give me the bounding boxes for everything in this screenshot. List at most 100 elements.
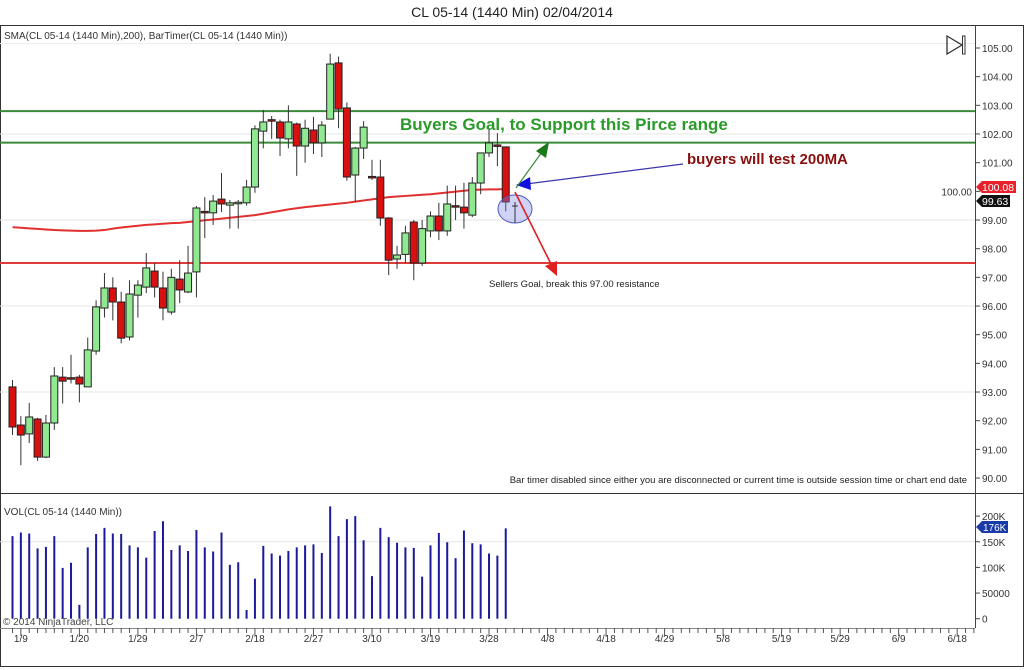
candle-body xyxy=(225,202,234,206)
candle xyxy=(292,122,301,176)
candle-body xyxy=(117,301,126,339)
volume-indicator-label: VOL(CL 05-14 (1440 Min)) xyxy=(4,507,122,518)
candle-body xyxy=(359,126,368,149)
last-price-tag: 99.63 xyxy=(976,195,1010,208)
candle xyxy=(8,379,17,436)
blue-arrow-line xyxy=(525,163,684,185)
candle xyxy=(459,182,468,229)
green-arrow-line xyxy=(515,151,543,189)
candle xyxy=(276,119,285,157)
candle-body xyxy=(334,62,343,110)
candle xyxy=(33,417,42,461)
candle-body xyxy=(209,200,218,214)
candle xyxy=(317,121,326,157)
price-tick-label: 93.00 xyxy=(982,388,1007,399)
candle-body xyxy=(50,375,59,424)
volume-tick-label: 200K xyxy=(982,512,1006,523)
candle xyxy=(242,179,251,206)
red-arrow-head-icon xyxy=(545,261,557,276)
price-indicator-label: SMA(CL 05-14 (1440 Min),200), BarTimer(C… xyxy=(4,31,287,42)
candle-body xyxy=(485,142,494,154)
candle-body xyxy=(16,424,25,436)
price-tick-label: 105.00 xyxy=(982,44,1013,55)
candle-body xyxy=(8,386,17,428)
candle-body xyxy=(83,349,92,388)
candle-body xyxy=(75,376,84,385)
candle xyxy=(209,195,218,225)
candle-body xyxy=(276,121,285,139)
volume-tick-label: 150K xyxy=(982,538,1006,549)
skip-to-end-icon[interactable] xyxy=(946,34,966,56)
candle-body xyxy=(175,278,184,291)
candle xyxy=(326,53,335,120)
candle xyxy=(108,277,117,321)
price-tick-label: 98.00 xyxy=(982,245,1007,256)
price-tick-label: 95.00 xyxy=(982,331,1007,342)
candle-body xyxy=(92,306,101,352)
price-tick-label: 97.00 xyxy=(982,273,1007,284)
price-tick-label: 102.00 xyxy=(982,130,1013,141)
volume-tick-label: 100K xyxy=(982,563,1006,574)
date-tick-label: 2/7 xyxy=(189,634,203,645)
sellers-goal-annotation: Sellers Goal, break this 97.00 resistanc… xyxy=(489,279,660,290)
candle xyxy=(351,146,360,202)
candle-body xyxy=(267,119,276,122)
candle-body xyxy=(125,293,134,338)
date-tick-label: 3/19 xyxy=(421,634,441,645)
candle xyxy=(468,177,477,218)
candle xyxy=(259,109,268,149)
candle-body xyxy=(367,175,376,179)
candle-body xyxy=(434,215,443,232)
candle xyxy=(142,252,151,294)
date-tick-label: 1/29 xyxy=(128,634,148,645)
candle xyxy=(234,199,243,229)
candle-body xyxy=(468,182,477,216)
candle-body xyxy=(108,287,117,303)
candle xyxy=(267,115,276,139)
candle xyxy=(342,102,351,181)
candle-body xyxy=(200,210,209,214)
date-tick-label: 3/10 xyxy=(362,634,382,645)
date-tick-label: 1/9 xyxy=(14,634,28,645)
candle xyxy=(309,116,318,155)
candle xyxy=(284,105,293,149)
candle xyxy=(92,300,101,355)
date-tick-label: 5/8 xyxy=(716,634,730,645)
candle-body xyxy=(476,152,485,184)
candle-body xyxy=(342,107,351,178)
candle-body xyxy=(184,272,193,293)
volume-tick-label: 50000 xyxy=(982,589,1010,600)
candle-body xyxy=(100,287,109,309)
buyers-test-annotation: buyers will test 200MA xyxy=(687,151,848,168)
candle xyxy=(192,205,201,298)
candle-body xyxy=(217,198,226,205)
candle xyxy=(443,185,452,236)
candle-body xyxy=(459,206,468,214)
candle-body xyxy=(142,267,151,288)
date-tick-label: 3/28 xyxy=(479,634,499,645)
candle xyxy=(501,146,510,212)
buyers-goal-annotation: Buyers Goal, to Support this Pirce range xyxy=(400,115,728,134)
date-tick-label: 6/9 xyxy=(892,634,906,645)
price-tick-label: 99.00 xyxy=(982,216,1007,227)
candle-body xyxy=(41,422,50,458)
candle xyxy=(426,211,435,238)
candle xyxy=(75,374,84,403)
candle-body xyxy=(250,128,259,188)
candle xyxy=(485,129,494,157)
date-tick-label: 1/20 xyxy=(70,634,90,645)
sma-price-tag: 100.08 xyxy=(976,181,1016,194)
candle-body xyxy=(501,146,510,203)
candle xyxy=(50,367,59,430)
candle-body xyxy=(426,215,435,232)
price-tick-label: 101.00 xyxy=(982,159,1013,170)
candle-body xyxy=(443,203,452,232)
candle xyxy=(225,199,234,229)
candle-body xyxy=(25,416,34,435)
candle xyxy=(250,125,259,193)
candle xyxy=(451,185,460,221)
candle xyxy=(125,280,134,341)
candle-body xyxy=(393,254,402,260)
candle-body xyxy=(409,221,418,264)
